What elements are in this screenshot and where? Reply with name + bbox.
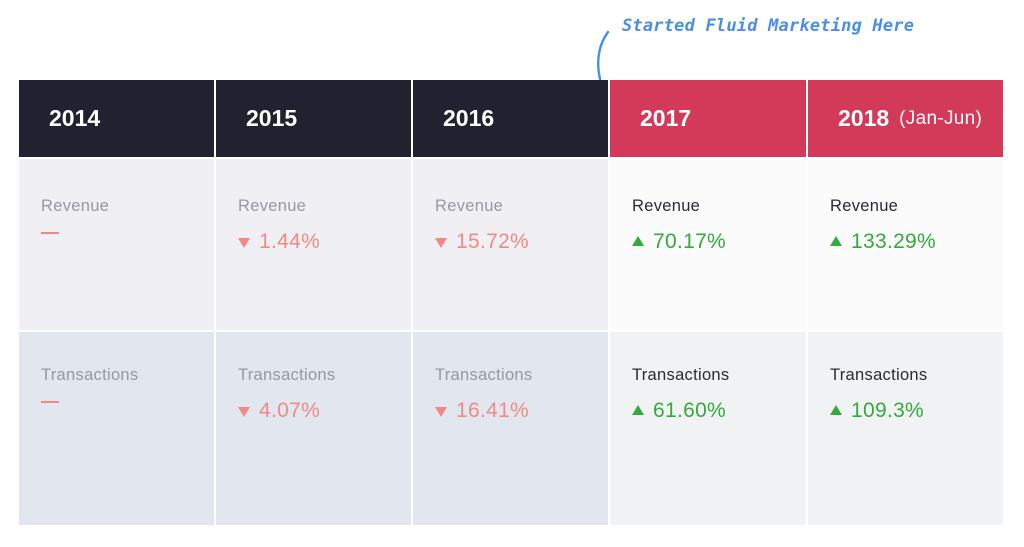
metric-value-text: 61.60% — [653, 399, 727, 422]
transactions-cell-2014: Transactions — [19, 332, 214, 525]
transactions-cell-2016: Transactions 16.41% — [413, 332, 608, 525]
metric-value: 15.72% — [435, 230, 608, 254]
metric-label: Transactions — [238, 366, 336, 384]
metric-value: 133.29% — [830, 230, 1003, 254]
revenue-cell-2016: Revenue 15.72% — [413, 159, 608, 330]
triangle-up-icon — [632, 405, 644, 415]
triangle-down-icon — [238, 238, 250, 248]
year-label: 2016 — [443, 105, 495, 131]
metric-label: Transactions — [632, 366, 730, 384]
triangle-up-icon — [830, 405, 842, 415]
transactions-cell-2015: Transactions 4.07% — [216, 332, 411, 525]
revenue-cell-2018: Revenue 133.29% — [808, 159, 1003, 330]
metric-label: Revenue — [435, 197, 504, 215]
year-label: 2014 — [49, 105, 101, 131]
year-header-2018: 2018 (Jan-Jun) — [808, 80, 1003, 157]
metric-label: Revenue — [632, 197, 701, 215]
year-note: (Jan-Jun) — [899, 107, 983, 129]
year-label: 2018 — [838, 105, 890, 131]
metric-value-text: 4.07% — [259, 399, 321, 422]
metric-label: Revenue — [41, 197, 110, 215]
year-comparison-table: 2014 2015 2016 2017 2018 (Jan-Jun) Reven… — [19, 80, 1003, 525]
year-header-2016: 2016 — [413, 80, 608, 157]
metric-value: 16.41% — [435, 399, 608, 423]
year-header-2017: 2017 — [610, 80, 806, 157]
no-data-dash-icon — [41, 401, 59, 403]
metric-value: 70.17% — [632, 230, 806, 254]
metric-label: Revenue — [238, 197, 307, 215]
metric-value — [41, 230, 214, 234]
metric-label: Transactions — [435, 366, 533, 384]
metric-value: 4.07% — [238, 399, 411, 423]
revenue-cell-2017: Revenue 70.17% — [610, 159, 806, 330]
no-data-dash-icon — [41, 232, 59, 234]
year-header-2014: 2014 — [19, 80, 214, 157]
triangle-down-icon — [435, 238, 447, 248]
metric-value-text: 1.44% — [259, 230, 321, 253]
metric-value-text: 70.17% — [653, 230, 727, 253]
triangle-down-icon — [435, 407, 447, 417]
year-label: 2015 — [246, 105, 298, 131]
transactions-cell-2018: Transactions 109.3% — [808, 332, 1003, 525]
metric-value-text: 109.3% — [851, 399, 925, 422]
metric-value-text: 133.29% — [851, 230, 937, 253]
metric-label: Transactions — [830, 366, 928, 384]
metric-value: 109.3% — [830, 399, 1003, 423]
metric-label: Transactions — [41, 366, 139, 384]
metric-value: 1.44% — [238, 230, 411, 254]
revenue-cell-2014: Revenue — [19, 159, 214, 330]
triangle-down-icon — [238, 407, 250, 417]
annotation-label: Started Fluid Marketing Here — [622, 16, 915, 36]
metric-value — [41, 399, 214, 403]
year-header-2015: 2015 — [216, 80, 411, 157]
transactions-cell-2017: Transactions 61.60% — [610, 332, 806, 525]
triangle-up-icon — [632, 236, 644, 246]
year-label: 2017 — [640, 105, 692, 131]
metric-value: 61.60% — [632, 399, 806, 423]
metric-value-text: 16.41% — [456, 399, 530, 422]
revenue-cell-2015: Revenue 1.44% — [216, 159, 411, 330]
triangle-up-icon — [830, 236, 842, 246]
metric-label: Revenue — [830, 197, 899, 215]
metric-value-text: 15.72% — [456, 230, 530, 253]
